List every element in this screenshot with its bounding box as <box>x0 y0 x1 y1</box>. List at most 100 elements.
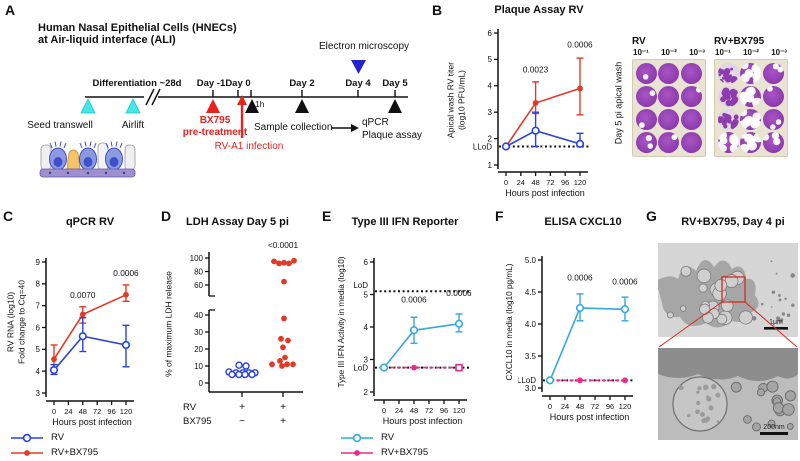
svg-text:0.0006: 0.0006 <box>113 268 139 278</box>
svg-text:72: 72 <box>425 406 433 415</box>
svg-text:+: + <box>280 416 286 427</box>
plaque-well <box>635 109 657 130</box>
panel-g: G RV+BX795, Day 4 pi 1μm 200nm <box>640 200 800 461</box>
svg-text:10: 10 <box>194 362 203 371</box>
svg-text:5: 5 <box>488 55 493 64</box>
svg-text:<0.0001: <0.0001 <box>268 240 299 250</box>
plate-rv-wells <box>632 59 706 157</box>
bx795-marker-icon <box>206 99 220 113</box>
day-4-label: Day 4 <box>345 78 371 89</box>
svg-text:Hours post infection: Hours post infection <box>550 412 630 422</box>
legend-rv-bx795-cyanmagenta: RV RV+BX795 <box>340 430 428 460</box>
svg-text:96: 96 <box>606 402 614 411</box>
legend-label: RV+BX795 <box>381 447 429 458</box>
panel-b-label: B <box>432 2 443 18</box>
svg-text:24: 24 <box>64 407 72 416</box>
svg-text:6: 6 <box>488 29 493 38</box>
svg-text:24: 24 <box>517 178 525 187</box>
svg-text:0: 0 <box>504 178 508 187</box>
airlift-label: Airlift <box>121 120 145 131</box>
svg-text:0: 0 <box>382 406 386 415</box>
bx795-label-line2: pre-treatment <box>182 127 248 138</box>
panel-a-title-line2: at Air-liquid interface (ALI) <box>38 34 176 46</box>
svg-text:5: 5 <box>36 345 41 354</box>
svg-text:40: 40 <box>194 311 203 320</box>
plaque-well <box>681 63 703 84</box>
svg-text:3.5: 3.5 <box>525 352 537 361</box>
svg-text:48: 48 <box>410 406 418 415</box>
svg-text:4.0: 4.0 <box>525 320 537 329</box>
plate-bx795-wells <box>714 59 788 157</box>
svg-text:4: 4 <box>488 82 493 91</box>
day-5-label: Day 5 <box>382 78 408 89</box>
svg-text:Hours post infection: Hours post infection <box>505 188 585 198</box>
svg-text:96: 96 <box>107 407 115 416</box>
legend-label: RV <box>381 432 395 443</box>
svg-text:Hours post infection: Hours post infection <box>383 416 463 426</box>
one-hour-label: 1h <box>255 99 265 109</box>
svg-text:120: 120 <box>574 178 587 187</box>
svg-text:0.0006: 0.0006 <box>446 288 472 298</box>
plaque-well <box>658 132 680 153</box>
svg-text:4: 4 <box>36 367 41 376</box>
svg-text:0: 0 <box>199 379 204 388</box>
plaque-well <box>681 86 703 107</box>
svg-text:2: 2 <box>488 134 493 143</box>
legend-marker-icon <box>11 449 43 456</box>
svg-text:6: 6 <box>36 323 41 332</box>
airlift-marker-icon <box>125 98 141 114</box>
differentiation-label: Differentiation ~28d <box>92 78 182 89</box>
svg-text:9: 9 <box>36 258 41 267</box>
plaque-well <box>658 86 680 107</box>
plaque-well <box>658 109 680 130</box>
legend-rv-bx795-redblue: RV RV+BX795 <box>10 430 98 460</box>
legend-marker-icon <box>11 433 43 442</box>
svg-text:48: 48 <box>576 402 584 411</box>
svg-text:120: 120 <box>120 407 133 416</box>
plaque-assay-label: Plaque assay <box>362 130 423 141</box>
svg-text:2: 2 <box>364 388 369 397</box>
svg-text:6: 6 <box>364 258 369 267</box>
panel-a-title-line1: Human Nasal Epithelial Cells (HNECs) <box>38 22 237 34</box>
panel-b-title: Plaque Assay RV <box>494 4 584 16</box>
panel-c-label: C <box>3 208 14 224</box>
bx795-label-line1: BX795 <box>199 115 231 126</box>
svg-text:120: 120 <box>453 406 466 415</box>
plaque-well <box>717 132 739 153</box>
rv-infection-label: RV-A1 infection <box>214 141 284 152</box>
svg-text:0: 0 <box>548 402 552 411</box>
panel-f-title: ELISA CXCL10 <box>544 216 622 228</box>
svg-text:8: 8 <box>36 280 41 289</box>
svg-text:20: 20 <box>194 345 203 354</box>
svg-text:0.0006: 0.0006 <box>401 295 427 305</box>
svg-text:3: 3 <box>488 108 493 117</box>
svg-text:ULoD: ULoD <box>354 281 368 290</box>
svg-text:3.0: 3.0 <box>525 384 537 393</box>
plate-bx795-dilutions: 10⁻¹ 10⁻² 10⁻³ <box>715 48 787 57</box>
svg-text:100: 100 <box>190 254 204 263</box>
svg-text:30: 30 <box>194 328 203 337</box>
svg-text:72: 72 <box>546 178 554 187</box>
svg-text:1μm: 1μm <box>769 319 783 326</box>
panel-d-label: D <box>161 208 172 224</box>
svg-text:0: 0 <box>52 407 56 416</box>
seed-transwell-label: Seed transwell <box>27 120 93 131</box>
plaque-well <box>740 109 762 130</box>
svg-text:200nm: 200nm <box>763 424 785 431</box>
sample-collection-label: Sample collection <box>254 122 333 133</box>
em-zoom-annotation <box>658 276 798 348</box>
plaque-plate-rv-bx795: RV+BX795 10⁻¹ 10⁻² 10⁻³ <box>714 36 788 157</box>
plate-rv-label: RV <box>632 36 646 47</box>
panel-b: B Plaque Assay RV Apical wash RV titer (… <box>430 0 800 200</box>
svg-text:+: + <box>280 402 286 413</box>
plaque-well <box>717 86 739 107</box>
panel-e-title: Type III IFN Reporter <box>351 216 459 228</box>
legend-marker-icon <box>341 433 373 442</box>
panel-f: F ELISA CXCL10 CXCL10 in media (log10 pg… <box>488 200 650 461</box>
plaque-well <box>763 86 785 107</box>
panel-a-label: A <box>5 2 16 18</box>
svg-text:Hours post infection: Hours post infection <box>52 417 132 427</box>
